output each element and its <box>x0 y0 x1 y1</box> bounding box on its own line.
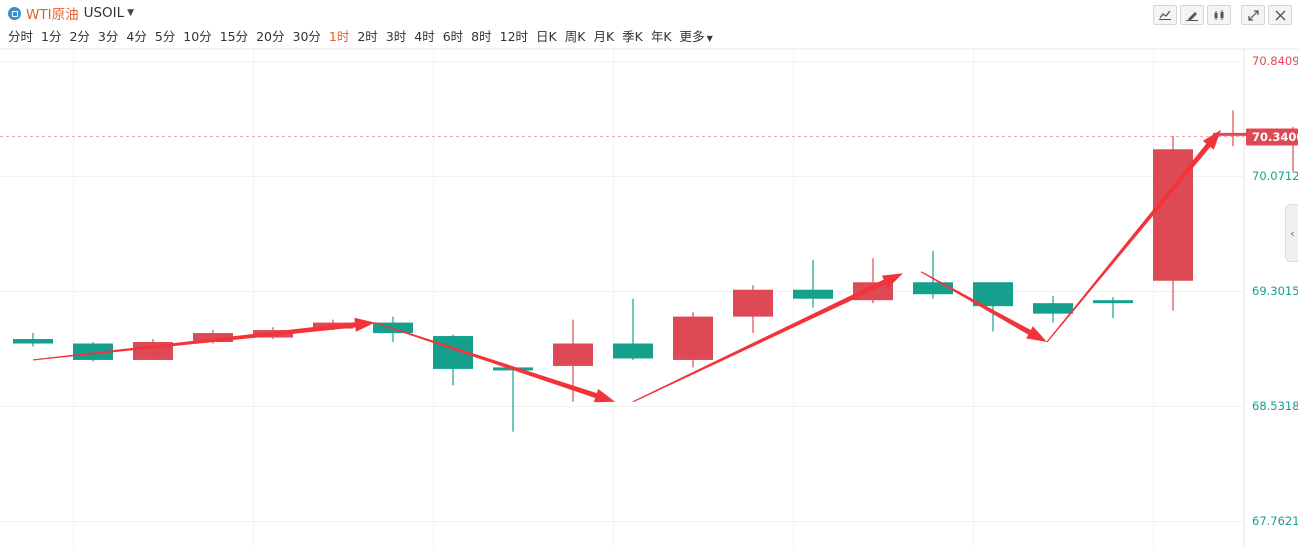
timeframe-18[interactable]: 周K <box>564 29 586 44</box>
symbol-selector[interactable]: WTI原油 USOIL ▼ <box>8 3 134 23</box>
candle-19 <box>1153 135 1193 311</box>
candle-body <box>913 282 953 295</box>
fullscreen-icon[interactable] <box>1241 5 1265 25</box>
trend-arrow-4 <box>1046 129 1221 343</box>
candle-1 <box>73 342 113 362</box>
timeframe-4[interactable]: 4分 <box>126 29 147 44</box>
chart-header: WTI原油 USOIL ▼ <box>0 0 1298 26</box>
candle-16 <box>973 282 1013 332</box>
timeframe-14[interactable]: 6时 <box>442 29 464 44</box>
candle-body <box>613 343 653 359</box>
candle-10 <box>613 298 653 360</box>
timeframe-22[interactable]: 更多 ▼ <box>679 29 713 44</box>
candle-18 <box>1093 297 1133 319</box>
timeframe-2[interactable]: 2分 <box>69 29 90 44</box>
timeframe-21[interactable]: 年K <box>650 29 672 44</box>
line-drawing-icon[interactable] <box>1153 5 1177 25</box>
candle-14 <box>853 258 893 304</box>
timeframe-7[interactable]: 15分 <box>219 29 249 44</box>
candle-body <box>1213 132 1253 136</box>
timeframe-17[interactable]: 日K <box>536 29 557 44</box>
candle-body <box>793 289 833 299</box>
candle-0 <box>13 333 53 347</box>
timeframe-3[interactable]: 3分 <box>97 29 119 44</box>
trend-arrow-3 <box>920 271 1047 342</box>
candle-body <box>73 343 113 360</box>
chevron-down-icon: ▼ <box>706 34 713 43</box>
candle-type-icon[interactable] <box>1207 5 1231 25</box>
timeframe-12[interactable]: 3时 <box>385 29 407 44</box>
candle-body <box>1033 303 1073 314</box>
trend-arrow-1 <box>374 322 615 403</box>
symbol-icon <box>8 6 21 20</box>
timeframe-20[interactable]: 季K <box>622 29 643 44</box>
candle-7 <box>433 334 473 386</box>
toolbar <box>1150 5 1292 25</box>
timeframe-bar: 分时 1分 2分 3分 4分 5分 10分 15分 20分 30分 1时 2时 3时 4时 6时 8时 12时日… <box>0 27 717 47</box>
y-tick-label: 68.5318 <box>1252 399 1298 413</box>
y-tick-label: 69.3015 <box>1252 284 1298 298</box>
candle-body <box>13 339 53 344</box>
timeframe-6[interactable]: 10分 <box>183 29 212 44</box>
candle-15 <box>913 250 953 299</box>
timeframe-1[interactable]: 1分 <box>41 29 62 44</box>
candle-12 <box>733 285 773 334</box>
trend-arrow-0 <box>32 317 376 361</box>
candle-body <box>193 333 233 343</box>
timeframe-8[interactable]: 20分 <box>256 29 285 44</box>
price-axis: 70.8409 70.0712 69.3015 68.5318 67.7621 70.34… <box>1246 54 1298 528</box>
candle-body <box>733 289 773 317</box>
chevron-down-icon: ▼ <box>127 8 135 18</box>
candle-body <box>853 282 893 301</box>
timeframe-11[interactable]: 2时 <box>357 29 378 44</box>
trend-arrows <box>32 129 1221 403</box>
y-tick-label: 70.8409 <box>1252 54 1298 68</box>
y-tick-label: 67.7621 <box>1252 514 1298 528</box>
chart-grid <box>0 48 1298 548</box>
close-icon[interactable] <box>1268 5 1292 25</box>
timeframe-13[interactable]: 4时 <box>414 29 435 44</box>
candle-body <box>553 343 593 366</box>
symbol-code: USOIL <box>83 5 125 21</box>
timeframe-15[interactable]: 8时 <box>471 29 492 44</box>
current-price-tag <box>1246 128 1298 146</box>
timeframe-19[interactable]: 月K <box>593 29 615 44</box>
candle-11 <box>673 312 713 368</box>
candle-8 <box>493 367 533 432</box>
y-tick-label: 70.0712 <box>1252 169 1298 183</box>
current-price-label: 70.3400 <box>1252 130 1298 144</box>
candle-20 <box>1213 110 1253 147</box>
candle-body <box>973 282 1013 307</box>
timeframe-16[interactable]: 12时 <box>499 29 529 44</box>
timeframe-0[interactable]: 分时 <box>8 29 34 44</box>
timeframe-10[interactable]: 1时 <box>328 29 350 44</box>
candle-13 <box>793 259 833 308</box>
collapse-panel-button[interactable]: ‹ <box>1285 204 1298 262</box>
symbol-name: WTI原油 <box>26 7 79 23</box>
timeframe-5[interactable]: 5分 <box>154 29 176 44</box>
chevron-left-icon: ‹ <box>1290 226 1295 240</box>
timeframe-9[interactable]: 30分 <box>292 29 321 44</box>
pen-icon[interactable] <box>1180 5 1204 25</box>
trend-arrow-2 <box>632 273 903 403</box>
candle-17 <box>1033 295 1073 323</box>
candle-body <box>1093 300 1133 304</box>
candle-body <box>673 316 713 360</box>
